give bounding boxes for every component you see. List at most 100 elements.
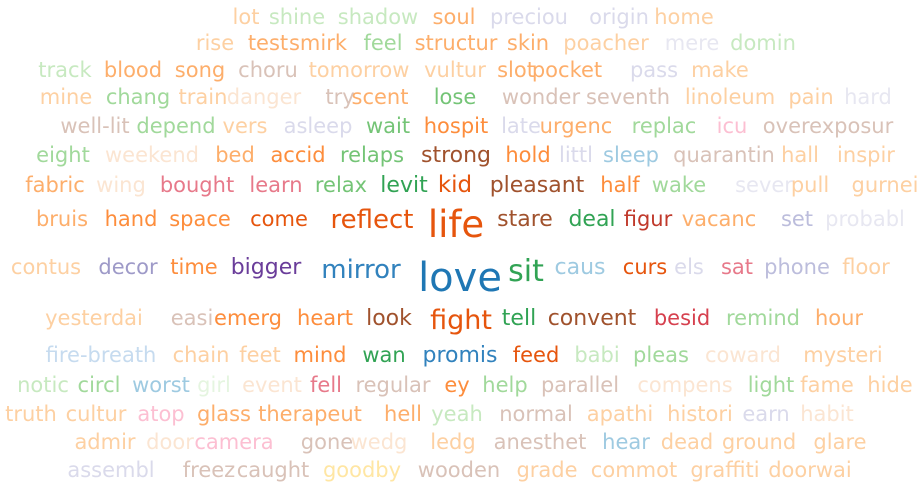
word-weekend: weekend	[105, 143, 199, 168]
word-yesterdai: yesterdai	[45, 306, 143, 331]
word-wedg: wedg	[350, 430, 408, 455]
word-chain: chain	[172, 343, 230, 368]
word-reflect: reflect	[330, 204, 414, 235]
word-make: make	[691, 58, 749, 83]
word-mine: mine	[39, 85, 93, 110]
word-caught: caught	[236, 458, 310, 483]
word-goodby: goodby	[322, 458, 402, 483]
word-learn: learn	[249, 173, 303, 198]
word-wing: wing	[96, 173, 146, 198]
word-bed: bed	[215, 143, 255, 168]
word-habit: habit	[800, 402, 854, 427]
word-hand: hand	[104, 207, 158, 232]
word-choru: choru	[238, 58, 298, 83]
word-histori: histori	[667, 402, 733, 427]
word-space: space	[169, 207, 231, 232]
word-wait: wait	[365, 114, 411, 139]
word-help: help	[482, 373, 528, 398]
word-wooden: wooden	[417, 458, 501, 483]
word-lose: lose	[433, 85, 477, 110]
word-probabl: probabl	[825, 207, 905, 232]
word-yeah: yeah	[431, 402, 483, 427]
word-mirror: mirror	[321, 254, 401, 285]
word-vacanc: vacanc	[681, 207, 757, 232]
word-dead: dead	[660, 430, 714, 455]
word-quarantin: quarantin	[673, 143, 775, 168]
word-figur: figur	[623, 207, 673, 232]
word-mind: mind	[293, 343, 347, 368]
word-pass: pass	[629, 58, 679, 83]
word-hear: hear	[602, 430, 650, 455]
word-mere: mere	[664, 31, 720, 56]
word-doorwai: doorwai	[768, 458, 852, 483]
word-strong: strong	[420, 142, 492, 168]
word-atop: atop	[137, 402, 185, 427]
word-test: test	[247, 31, 289, 56]
word-sit: sit	[508, 253, 544, 289]
word-babi: babi	[574, 343, 620, 368]
word-rise: rise	[195, 31, 235, 56]
word-feed: feed	[512, 343, 560, 368]
word-door: door	[146, 430, 194, 455]
word-phone: phone	[764, 255, 830, 280]
word-structur: structur	[414, 31, 498, 56]
word-depend: depend	[136, 114, 216, 139]
word-preciou: preciou	[490, 5, 568, 30]
word-fire-breath: fire-breath	[45, 343, 157, 368]
word-worst: worst	[132, 373, 190, 398]
word-vultur: vultur	[424, 58, 486, 83]
word-scent: scent	[351, 85, 409, 110]
word-inspir: inspir	[837, 143, 895, 168]
word-gone: gone	[300, 430, 354, 455]
word-contus: contus	[10, 255, 82, 280]
word-pull: pull	[790, 173, 830, 198]
word-kid: kid	[437, 172, 473, 199]
word-fight: fight	[430, 305, 492, 337]
word-mysteri: mysteri	[803, 343, 883, 368]
word-earn: earn	[742, 402, 790, 427]
word-fell: fell	[310, 373, 342, 398]
word-emerg: emerg	[214, 306, 282, 331]
word-promis: promis	[422, 342, 498, 368]
word-relaps: relaps	[339, 143, 405, 168]
word-asleep: asleep	[283, 114, 353, 139]
word-half: half	[600, 173, 640, 198]
word-remind: remind	[725, 306, 801, 331]
word-fabric: fabric	[25, 173, 85, 198]
word-wonder: wonder	[501, 85, 581, 110]
word-late: late	[501, 114, 541, 139]
word-replac: replac	[631, 114, 697, 139]
word-urgenc: urgenc	[539, 114, 613, 139]
word-wan: wan	[362, 343, 406, 368]
word-love: love	[418, 255, 502, 301]
word-light: light	[747, 373, 795, 398]
word-circl: circl	[77, 373, 121, 398]
word-track: track	[38, 58, 92, 83]
word-smirk: smirk	[288, 31, 348, 56]
word-fame: fame	[800, 373, 854, 398]
word-cultur: cultur	[65, 402, 127, 427]
word-heart: heart	[297, 306, 353, 331]
word-decor: decor	[98, 255, 158, 280]
word-apathi: apathi	[586, 402, 654, 427]
word-glare: glare	[813, 430, 867, 455]
word-easi: easi	[170, 306, 214, 331]
word-soul: soul	[432, 5, 476, 30]
word-train: train	[178, 85, 228, 110]
word-tomorrow: tomorrow	[308, 58, 410, 83]
word-hard: hard	[844, 85, 892, 110]
word-bought: bought	[159, 173, 235, 198]
word-grade: grade	[516, 458, 578, 483]
word-time: time	[170, 255, 218, 280]
word-life: life	[427, 202, 485, 246]
word-graffiti: graffiti	[690, 458, 760, 483]
word-therapeut: therapeut	[258, 402, 362, 427]
word-chang: chang	[105, 85, 171, 110]
word-sat: sat	[720, 255, 754, 280]
word-pleas: pleas	[633, 343, 689, 368]
word-ey: ey	[444, 373, 470, 398]
word-normal: normal	[499, 402, 573, 427]
word-freez: freez	[182, 458, 236, 483]
word-pleasant: pleasant	[489, 172, 585, 198]
